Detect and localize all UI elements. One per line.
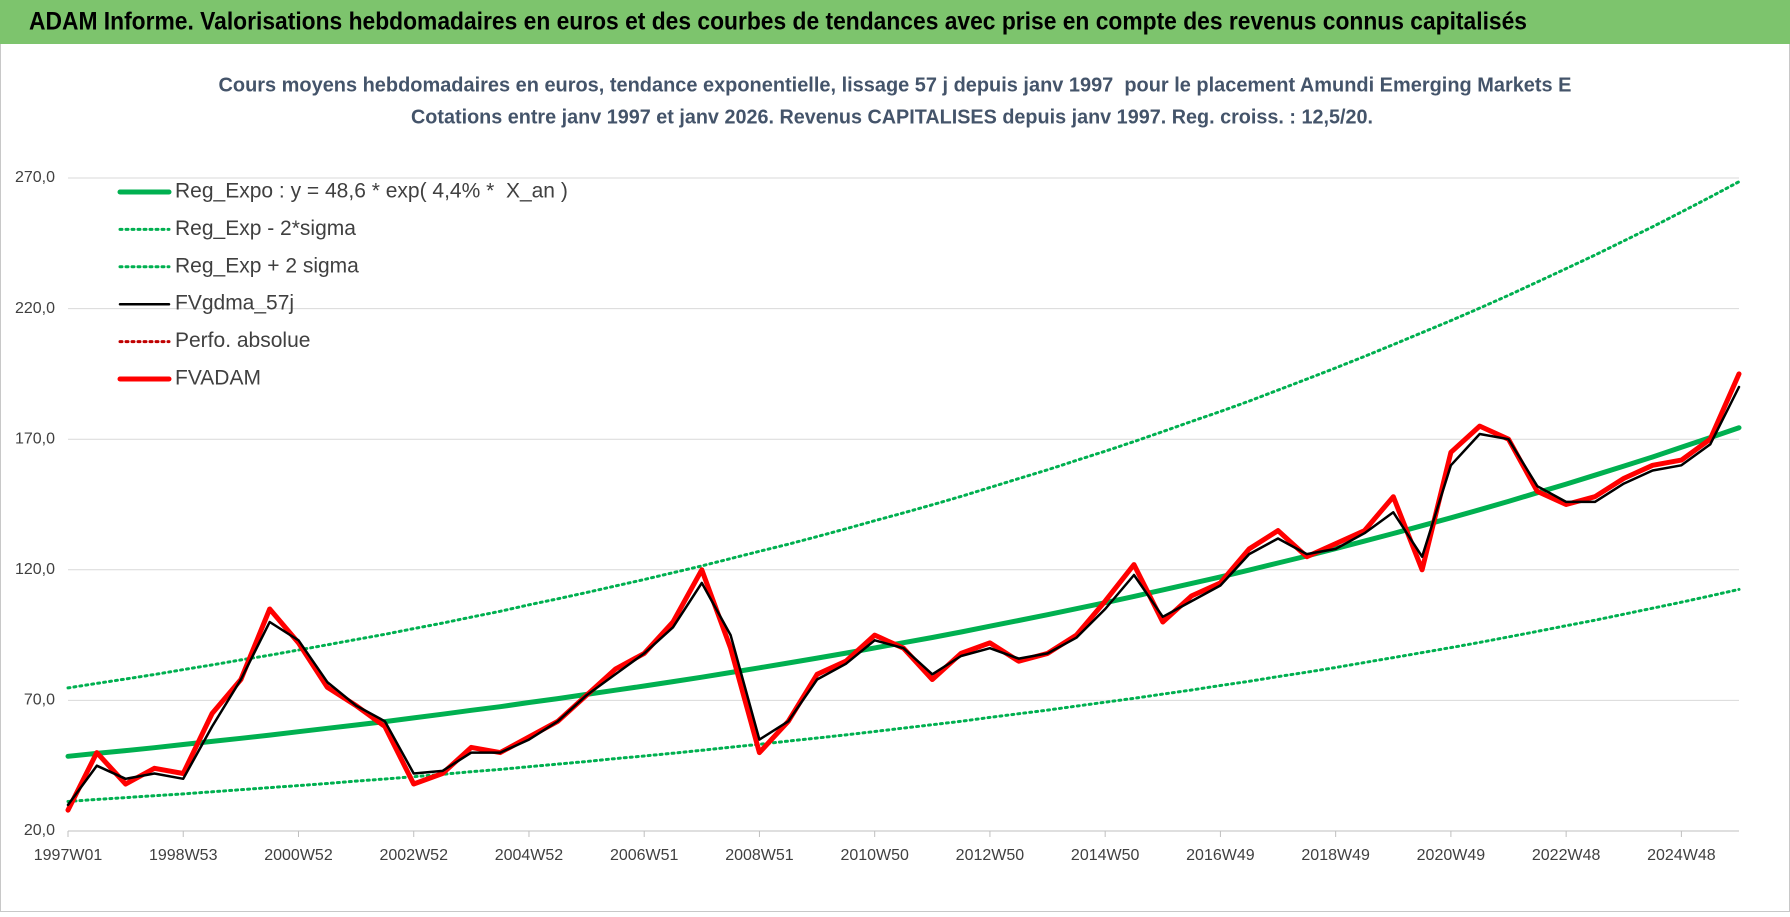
legend-label: Reg_Exp + 2 sigma [175, 254, 359, 277]
legend-label: FVgdma_57j [175, 292, 294, 315]
series-line [66, 385, 1741, 807]
x-tick-label: 2000W52 [264, 847, 333, 864]
x-tick-label: 2008W51 [725, 847, 794, 864]
y-tick-label: 70,0 [24, 692, 55, 709]
banner-title: ADAM Informe. Valorisations hebdomadaire… [29, 8, 1527, 36]
y-tick-label: 220,0 [15, 300, 55, 317]
x-tick-label: 2010W50 [840, 847, 909, 864]
series-line [66, 180, 1741, 690]
y-tick-label: 20,0 [24, 822, 55, 839]
x-tick-label: 2020W49 [1417, 847, 1486, 864]
y-tick-label: 270,0 [15, 169, 55, 186]
legend-label: Reg_Expo : y = 48,6 * exp( 4,4% * X_an ) [175, 180, 568, 203]
x-tick-label: 2018W49 [1301, 847, 1370, 864]
y-tick-label: 170,0 [15, 430, 55, 447]
legend-label: FVADAM [175, 367, 261, 390]
x-tick-label: 2012W50 [956, 847, 1025, 864]
y-tick-label: 120,0 [15, 561, 55, 578]
x-tick-label: 1997W01 [34, 847, 103, 864]
x-tick-label: 2004W52 [495, 847, 564, 864]
x-tick-label: 2014W50 [1071, 847, 1140, 864]
x-tick-label: 1998W53 [149, 847, 218, 864]
banner-bar [0, 0, 1790, 44]
x-tick-label: 2022W48 [1532, 847, 1601, 864]
series-line [66, 587, 1741, 803]
series-line [65, 425, 1742, 759]
x-tick-label: 2002W52 [379, 847, 448, 864]
x-tick-label: 2024W48 [1647, 847, 1716, 864]
legend-label: Reg_Exp - 2*sigma [175, 217, 356, 240]
x-tick-label: 2006W51 [610, 847, 679, 864]
legend-label: Perfo. absolue [175, 329, 310, 352]
chart-title: Cours moyens hebdomadaires en euros, ten… [219, 74, 1572, 96]
x-tick-label: 2016W49 [1186, 847, 1255, 864]
chart-subtitle: Cotations entre janv 1997 et janv 2026. … [411, 106, 1373, 128]
